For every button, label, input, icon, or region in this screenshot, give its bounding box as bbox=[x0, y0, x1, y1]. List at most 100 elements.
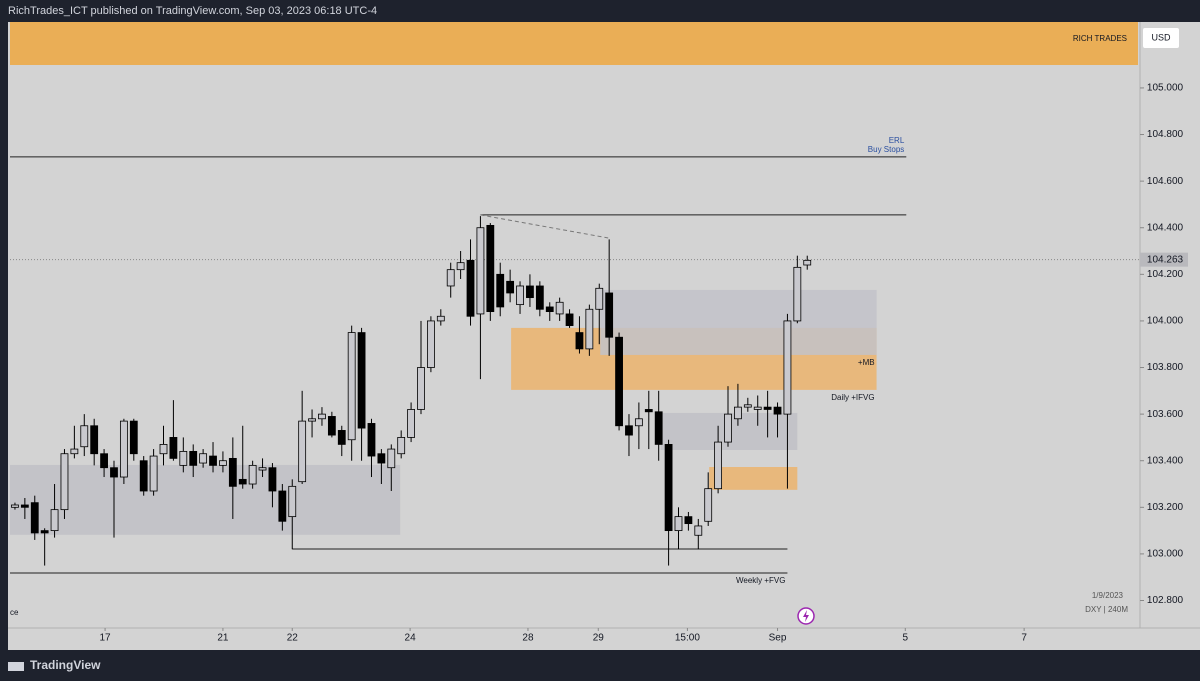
candle-body bbox=[387, 448, 396, 469]
candle-body bbox=[347, 332, 356, 441]
candle-body bbox=[189, 450, 198, 466]
line-label: ERL bbox=[889, 136, 905, 145]
candle-body bbox=[327, 416, 336, 436]
zone-label: Daily +IFVG bbox=[831, 393, 874, 402]
candle-body bbox=[436, 315, 445, 322]
candle-body bbox=[476, 227, 485, 315]
candle-body bbox=[80, 425, 89, 448]
candle-body bbox=[298, 420, 307, 483]
candle-body bbox=[575, 332, 584, 350]
alert-bolt bbox=[803, 610, 809, 622]
x-tick-label: 28 bbox=[522, 633, 534, 644]
candle-body bbox=[684, 516, 693, 525]
candle-body bbox=[129, 420, 138, 455]
candle-body bbox=[634, 418, 643, 427]
candle-body bbox=[783, 320, 792, 415]
candle-body bbox=[704, 488, 713, 522]
date-note: 1/9/2023 bbox=[1092, 591, 1124, 600]
candle-body bbox=[535, 285, 544, 310]
y-tick-label: 104.400 bbox=[1147, 222, 1184, 233]
candle-body bbox=[219, 460, 227, 466]
candle-body bbox=[288, 485, 297, 518]
candle-body bbox=[179, 450, 188, 466]
candle-body bbox=[793, 266, 802, 322]
candle-body bbox=[20, 504, 29, 508]
zone bbox=[709, 467, 798, 490]
candle-body bbox=[228, 457, 237, 487]
candle-body bbox=[119, 420, 128, 478]
legend-fragment: ce bbox=[10, 608, 19, 617]
x-tick-label: 5 bbox=[903, 633, 909, 644]
candle-body bbox=[446, 269, 455, 287]
y-tick-label: 105.000 bbox=[1147, 83, 1184, 94]
candle-body bbox=[654, 411, 663, 445]
candle-body bbox=[526, 285, 534, 299]
candle-body bbox=[417, 367, 425, 410]
banner-text: RICH TRADES bbox=[1073, 34, 1127, 43]
candle-body bbox=[763, 406, 772, 410]
candle-body bbox=[258, 467, 267, 471]
candle-body bbox=[248, 464, 257, 485]
candle-body bbox=[337, 430, 346, 445]
candle-body bbox=[753, 406, 762, 410]
currency-button[interactable] bbox=[1143, 28, 1179, 48]
x-tick-label: 29 bbox=[593, 633, 605, 644]
candle-body bbox=[427, 320, 435, 368]
candle-body bbox=[50, 509, 59, 532]
candle-body bbox=[139, 460, 148, 492]
candle-body bbox=[357, 332, 366, 429]
candle-body bbox=[545, 306, 554, 313]
candle-body bbox=[11, 504, 19, 508]
candle-body bbox=[318, 413, 326, 420]
x-tick-label: Sep bbox=[769, 633, 787, 644]
candle-body bbox=[397, 437, 406, 455]
candle-body bbox=[714, 441, 723, 490]
y-tick-label: 104.200 bbox=[1147, 269, 1184, 280]
x-tick-label: 15:00 bbox=[675, 633, 700, 644]
candle-body bbox=[159, 444, 168, 455]
x-tick-label: 17 bbox=[100, 633, 112, 644]
y-tick-label: 104.800 bbox=[1147, 129, 1184, 140]
candle-body bbox=[60, 453, 69, 511]
candle-body bbox=[407, 409, 415, 438]
y-tick-label: 103.600 bbox=[1147, 409, 1184, 420]
y-tick-label: 103.800 bbox=[1147, 362, 1184, 373]
candle-body bbox=[625, 425, 633, 436]
zone bbox=[600, 289, 877, 355]
candle-body bbox=[803, 259, 812, 266]
candle-body bbox=[516, 285, 524, 306]
candle-body bbox=[773, 406, 782, 415]
y-tick-label: 102.800 bbox=[1147, 595, 1184, 606]
candle-body bbox=[456, 262, 465, 271]
y-tick-label: 103.400 bbox=[1147, 455, 1184, 466]
candle-body bbox=[199, 453, 208, 464]
candle-body bbox=[734, 406, 742, 420]
x-tick-label: 22 bbox=[287, 633, 299, 644]
candle-body bbox=[506, 280, 515, 294]
candle-body bbox=[70, 448, 79, 455]
candle-body bbox=[308, 418, 316, 422]
candle-body bbox=[377, 453, 386, 464]
candle-body bbox=[238, 478, 247, 485]
candle-body bbox=[30, 502, 39, 534]
candle-body bbox=[724, 413, 732, 443]
logo bbox=[8, 662, 24, 671]
candle-body bbox=[694, 525, 703, 536]
x-tick-label: 24 bbox=[405, 633, 417, 644]
x-tick-label: 21 bbox=[217, 633, 229, 644]
candle-body bbox=[664, 444, 673, 532]
candle-body bbox=[149, 455, 158, 492]
symbol-note: DXY | 240M bbox=[1085, 605, 1128, 614]
last-price-label: 104.263 bbox=[1147, 254, 1184, 265]
candle-body bbox=[100, 453, 108, 469]
line-label: Weekly +FVG bbox=[736, 576, 785, 585]
currency-text: USD bbox=[1151, 32, 1171, 42]
candle-body bbox=[486, 224, 495, 313]
candle-body bbox=[743, 404, 752, 408]
candle-body bbox=[644, 409, 653, 413]
candle-body bbox=[40, 530, 49, 534]
candle-body bbox=[367, 423, 376, 457]
zone bbox=[10, 464, 401, 535]
candle-body bbox=[555, 301, 564, 315]
